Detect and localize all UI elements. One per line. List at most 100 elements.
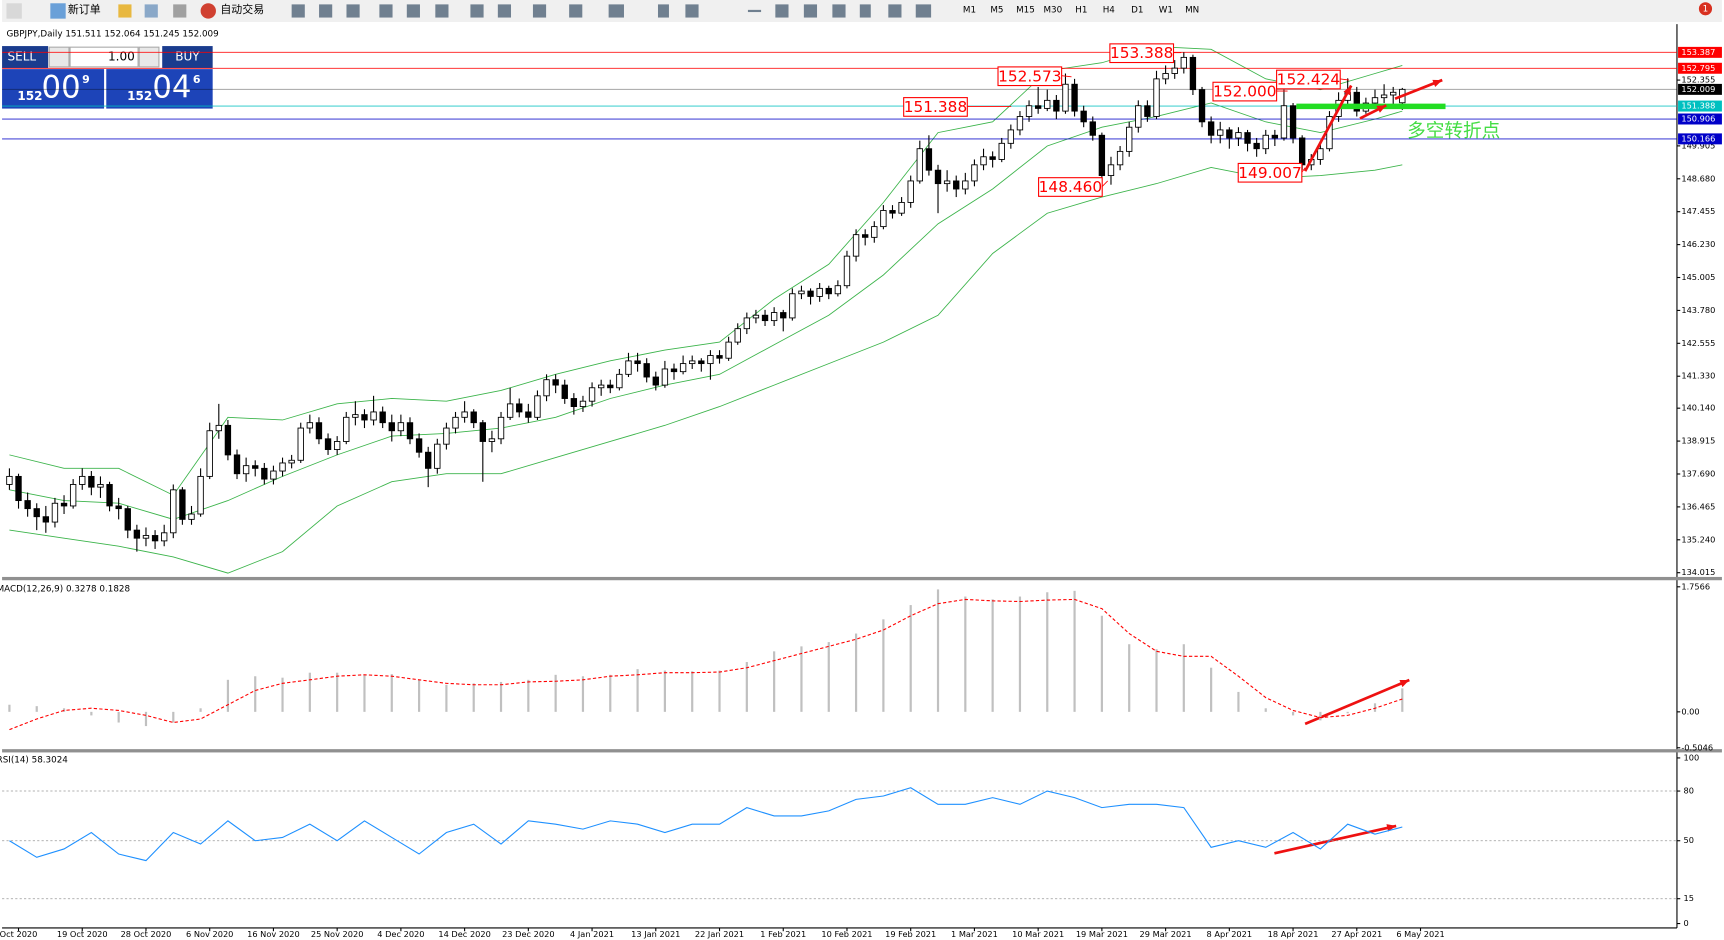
- timeframe-button[interactable]: H4: [1103, 5, 1116, 15]
- candle-body: [1244, 132, 1251, 144]
- tool-icon[interactable]: [803, 4, 818, 18]
- tool-icon[interactable]: [470, 4, 484, 18]
- sell-label: SELL: [7, 50, 36, 64]
- price-level-tag: [1678, 46, 1722, 58]
- annotation-leader: [1340, 78, 1350, 81]
- bid-box[interactable]: [2, 69, 105, 109]
- sell-button[interactable]: [2, 46, 49, 69]
- timeframe-button[interactable]: M30: [1043, 5, 1062, 15]
- ask-box[interactable]: [106, 69, 213, 109]
- buy-button[interactable]: [162, 46, 213, 69]
- candle-body: [1235, 132, 1242, 139]
- auto-trading-icon[interactable]: [200, 3, 216, 19]
- tool-icon[interactable]: [173, 4, 187, 18]
- macd-bar: [35, 706, 38, 712]
- candle-body: [479, 422, 486, 442]
- x-tick-label: 27 Apr 2021: [1331, 929, 1382, 939]
- candle-body: [1062, 83, 1069, 112]
- price-level-label: 153.387: [1681, 47, 1715, 57]
- candle-body: [88, 475, 95, 488]
- lot-down[interactable]: [48, 46, 70, 68]
- tool-icon[interactable]: [497, 4, 512, 18]
- trend-arrowhead: [1399, 680, 1410, 688]
- candle-body: [115, 505, 122, 510]
- tool-icon[interactable]: [832, 4, 846, 18]
- candle-body: [1253, 142, 1260, 150]
- auto-trading-button[interactable]: 自动交易: [220, 2, 264, 16]
- candle-body: [1371, 97, 1379, 104]
- trade-panel: SELL 1.00 BUY 152 00 9 152 04 6: [2, 46, 213, 109]
- candle-body: [1053, 99, 1060, 112]
- macd-bar: [827, 642, 830, 712]
- tool-icon[interactable]: [747, 9, 762, 13]
- macd-bar: [1237, 691, 1240, 712]
- macd-signal: [9, 598, 1403, 731]
- tool-icon[interactable]: [319, 4, 333, 18]
- tool-icon[interactable]: [657, 4, 669, 18]
- y-tick-label: 148.680: [1681, 173, 1715, 183]
- price-level-label: 150.906: [1681, 114, 1715, 124]
- tool-icon[interactable]: [435, 4, 449, 18]
- timeframe-button[interactable]: MN: [1185, 5, 1199, 15]
- tool-icon[interactable]: [144, 4, 158, 18]
- timeframe-button[interactable]: M1: [963, 5, 976, 15]
- tool-icon[interactable]: [406, 4, 420, 18]
- y-tick-label: 149.905: [1681, 140, 1715, 150]
- new-order-icon[interactable]: [50, 3, 66, 19]
- y-tick-label: 0: [1684, 918, 1689, 928]
- candle-body: [579, 400, 587, 408]
- macd-bar: [1264, 708, 1267, 712]
- candle-body: [1034, 105, 1042, 109]
- candle-body: [252, 465, 259, 469]
- candle-body: [734, 328, 741, 343]
- tool-icon[interactable]: [569, 4, 583, 18]
- annotation-label: 152.000: [1213, 83, 1276, 101]
- candle-body: [698, 360, 705, 365]
- tool-icon[interactable]: [888, 4, 902, 18]
- macd-bar: [554, 674, 557, 712]
- tool-icon[interactable]: [915, 4, 932, 18]
- tool-icon[interactable]: [291, 4, 305, 18]
- tool-icon[interactable]: [685, 4, 699, 18]
- candle-body: [1162, 73, 1169, 80]
- annotation-box: [997, 66, 1063, 87]
- notification-badge[interactable]: [1698, 2, 1713, 16]
- tool-icon[interactable]: [608, 4, 624, 18]
- x-tick-label: 19 Feb 2021: [885, 929, 936, 939]
- x-tick-label: 10 Mar 2021: [1012, 929, 1064, 939]
- x-tick-label: 16 Nov 2020: [247, 929, 300, 939]
- tool-icon[interactable]: [6, 3, 22, 19]
- timeframe-button[interactable]: W1: [1159, 5, 1173, 15]
- tool-icon[interactable]: [532, 4, 547, 18]
- timeframe-button[interactable]: D1: [1131, 5, 1143, 15]
- panel-separator: [2, 576, 1722, 581]
- macd-bar: [445, 684, 448, 712]
- price-level-tag: [1678, 113, 1722, 125]
- tool-icon[interactable]: [379, 4, 393, 18]
- candle-body: [42, 516, 50, 523]
- candle-body: [452, 416, 459, 429]
- macd-bar: [499, 681, 503, 712]
- tool-icon[interactable]: [118, 4, 132, 18]
- tool-icon[interactable]: [859, 4, 871, 18]
- macd-bar: [964, 596, 967, 712]
- candle-body: [97, 484, 104, 488]
- macd-bar: [773, 651, 776, 712]
- candle-body: [552, 379, 559, 386]
- tool-icon[interactable]: [346, 4, 360, 18]
- tool-icon[interactable]: [775, 4, 789, 18]
- new-order-button[interactable]: 新订单: [68, 2, 101, 16]
- timeframe-button[interactable]: M5: [990, 5, 1003, 15]
- candle-body: [953, 180, 960, 190]
- candle-body: [616, 373, 623, 389]
- candle-body: [506, 403, 514, 418]
- timeframe-button[interactable]: M15: [1016, 5, 1035, 15]
- price-level-tag: [1678, 62, 1722, 74]
- trend-arrowhead: [1343, 85, 1352, 96]
- candle-body: [233, 454, 241, 475]
- lot-up[interactable]: [138, 46, 160, 68]
- y-tick-label: 50: [1684, 835, 1694, 845]
- timeframe-button[interactable]: H1: [1075, 5, 1087, 15]
- candle-body: [1080, 110, 1087, 123]
- rsi-line: [9, 787, 1403, 862]
